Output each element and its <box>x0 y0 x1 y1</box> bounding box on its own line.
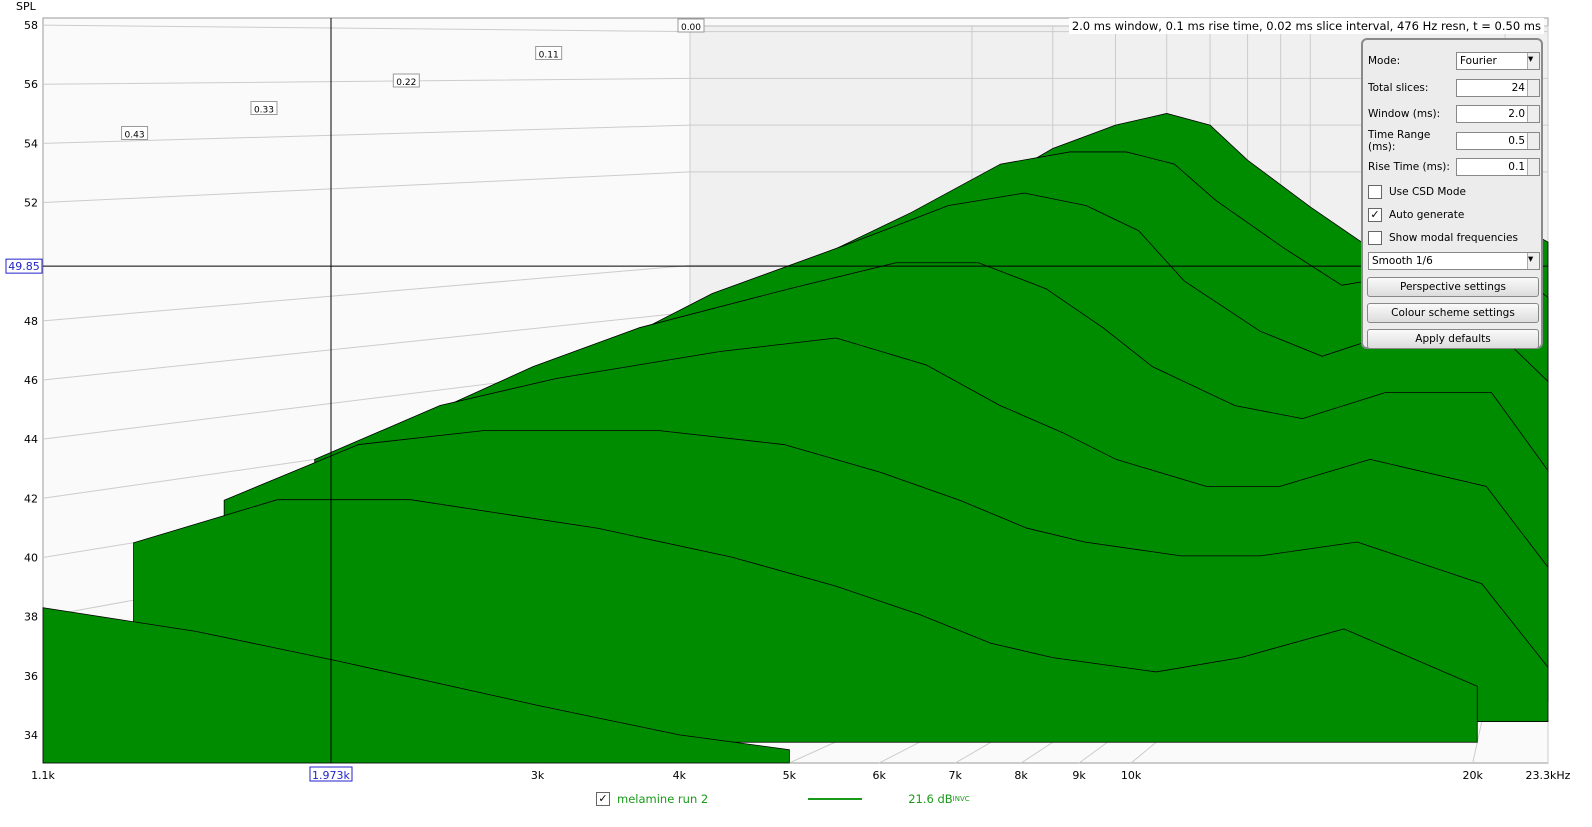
time-tick-box <box>392 73 420 88</box>
legend-line <box>808 798 863 800</box>
label: Time Range (ms): <box>1368 129 1431 153</box>
value: 0.1 <box>1508 161 1525 173</box>
smoothing-select[interactable]: Smooth 1/6 ▾ <box>1368 252 1540 270</box>
window-row: Window (ms): 2.0 <box>1368 104 1540 124</box>
time-tick-label: 0.43 <box>125 131 145 141</box>
range-input[interactable]: 0.5 <box>1456 132 1540 150</box>
x-tick-label: 5k <box>783 769 797 782</box>
legend-checkbox[interactable]: ✓ <box>596 792 610 806</box>
cursor-x-box <box>309 766 353 782</box>
cursor-y-box <box>5 258 43 274</box>
cursor-x-label: 1.973k <box>312 769 350 782</box>
checkbox[interactable] <box>1368 231 1382 245</box>
checkbox-row: Use CSD Mode <box>1368 182 1540 202</box>
x-tick-label: 9k <box>1072 769 1086 782</box>
checkbox-label: Auto generate <box>1389 209 1465 221</box>
checkbox[interactable]: ✓ <box>1368 208 1382 222</box>
x-tick-label: 6k <box>873 769 887 782</box>
y-tick-label: 52 <box>24 197 38 210</box>
time-tick-box <box>250 101 278 115</box>
time-tick-label: 0.00 <box>681 23 701 33</box>
button[interactable]: Apply defaults <box>1367 329 1539 349</box>
x-tick-label: 3k <box>531 769 545 782</box>
header-info: 2.0 ms window, 0.1 ms rise time, 0.02 ms… <box>1068 18 1544 34</box>
checkbox-row: Show modal frequencies <box>1368 228 1540 248</box>
y-tick-label: 48 <box>24 315 38 328</box>
time-tick-label: 0.11 <box>539 51 559 61</box>
label: Total slices: <box>1368 82 1429 94</box>
x-tick-label: 8k <box>1014 769 1028 782</box>
checkbox[interactable] <box>1368 185 1382 199</box>
time-tick-box <box>121 126 149 140</box>
rise-row: Rise Time (ms): 0.1 <box>1368 157 1540 177</box>
y-tick-label: 36 <box>24 670 38 683</box>
rise-input[interactable]: 0.1 <box>1456 158 1540 176</box>
label: Mode: <box>1368 55 1401 67</box>
x-tick-label: 1.1k <box>31 769 55 782</box>
x-tick-label: 4k <box>673 769 687 782</box>
time-tick-box <box>677 18 705 33</box>
time-tick-label: 0.22 <box>396 78 416 88</box>
slices-row: Total slices: 24 <box>1368 78 1540 98</box>
y-tick-label: 54 <box>24 137 38 150</box>
x-tick-label: 7k <box>949 769 963 782</box>
value: 0.5 <box>1508 135 1525 147</box>
button[interactable]: Colour scheme settings <box>1367 303 1539 323</box>
legend: ✓ melamine run 2 21.6 dB INVC <box>596 792 970 806</box>
y-tick-label: 38 <box>24 611 38 624</box>
y-tick-label: 56 <box>24 78 38 91</box>
time-tick-box <box>535 46 563 60</box>
y-axis-label: SPL <box>16 0 37 13</box>
y-tick-label: 40 <box>24 551 38 564</box>
x-tick-label: 20k <box>1463 769 1484 782</box>
y-tick-label: 34 <box>24 729 38 742</box>
y-tick-label: 44 <box>24 433 38 446</box>
legend-smoothing: 21.6 dB <box>908 792 953 806</box>
x-tick-label: 23.3kHz <box>1526 769 1571 782</box>
slice <box>133 499 1478 743</box>
slices-input[interactable]: 24 <box>1456 79 1540 97</box>
slice <box>42 607 790 764</box>
time-tick-label: 0.33 <box>254 106 274 116</box>
value: 2.0 <box>1508 108 1525 120</box>
legend-name: melamine run 2 <box>617 792 709 806</box>
value: Smooth 1/6 <box>1372 255 1433 267</box>
control-panel: Mode: Fourier ▾ Total slices: 24 Window (ms… <box>1361 38 1543 349</box>
checkbox-label: Use CSD Mode <box>1389 186 1466 198</box>
label: Window (ms): <box>1368 108 1441 120</box>
x-tick-label: 10k <box>1121 769 1142 782</box>
mode-select[interactable]: Fourier ▾ <box>1456 52 1540 70</box>
cursor-y-label: 49.85 <box>8 260 40 273</box>
y-tick-label: 46 <box>24 374 38 387</box>
checkbox-label: Show modal frequencies <box>1389 232 1518 244</box>
y-tick-label: 58 <box>24 19 38 32</box>
value: 24 <box>1511 82 1525 94</box>
checkbox-row: ✓ Auto generate <box>1368 205 1540 225</box>
button[interactable]: Perspective settings <box>1367 277 1539 297</box>
y-tick-label: 42 <box>24 492 38 505</box>
window-input[interactable]: 2.0 <box>1456 105 1540 123</box>
label: Rise Time (ms): <box>1368 161 1450 173</box>
mode-row: Mode: Fourier ▾ <box>1368 51 1540 71</box>
smoothing-row: Smooth 1/6 ▾ <box>1368 251 1540 271</box>
range-row: Time Range (ms): 0.5 <box>1368 129 1540 153</box>
legend-superscript: INVC <box>952 795 970 803</box>
value: Fourier <box>1460 55 1497 67</box>
